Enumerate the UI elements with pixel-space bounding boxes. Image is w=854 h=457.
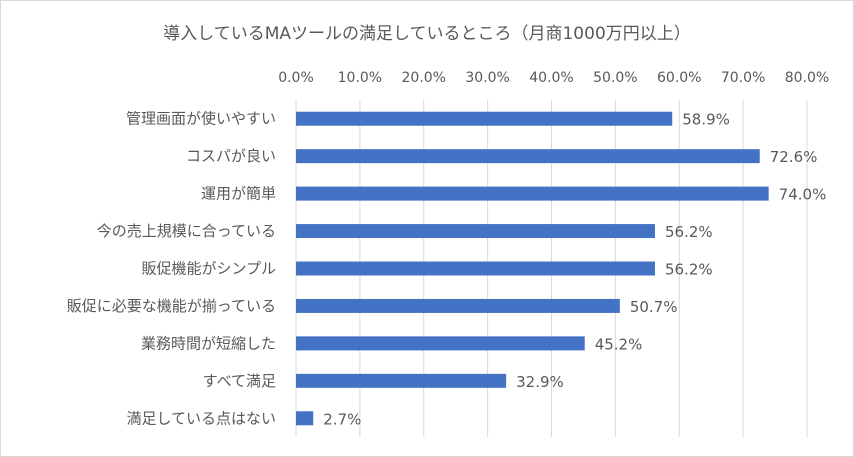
x-tick-label: 30.0%: [465, 70, 509, 86]
category-label: 管理画面が使いやすい: [126, 110, 276, 128]
bar: [296, 298, 620, 313]
category-label: すべて満足: [203, 372, 276, 390]
x-tick-label: 40.0%: [529, 70, 573, 86]
x-tick-label: 10.0%: [338, 70, 382, 86]
x-tick-label: 80.0%: [785, 70, 829, 86]
data-label: 72.6%: [770, 148, 818, 166]
data-label: 45.2%: [595, 335, 643, 353]
category-labels: 管理画面が使いやすいコスパが良い運用が簡単今の売上規模に合っている販促機能がシン…: [67, 110, 276, 428]
category-label: 満足している点はない: [126, 409, 276, 427]
bar: [296, 373, 507, 388]
x-tick-label: 50.0%: [593, 70, 637, 86]
category-label: 業務時間が短縮した: [141, 334, 276, 352]
data-label: 56.2%: [665, 223, 713, 241]
category-label: 販促機能がシンプル: [141, 260, 276, 278]
x-tick-label: 70.0%: [721, 70, 765, 86]
x-axis-ticks: 0.0% 10.0% 20.0% 30.0% 40.0% 50.0% 60.0% 70.0% 8…: [278, 70, 829, 86]
category-label: 運用が簡単: [201, 185, 276, 203]
data-label: 74.0%: [779, 186, 827, 204]
bar: [296, 149, 760, 164]
data-label: 50.7%: [630, 298, 678, 316]
bar: [296, 411, 314, 426]
x-tick-label: 0.0%: [278, 70, 314, 86]
data-label: 32.9%: [516, 373, 564, 391]
bar: [296, 224, 655, 239]
chart-title: 導入しているMAツールの満足しているところ（月商1000万円以上）: [163, 24, 691, 44]
category-label: 販促に必要な機能が揃っている: [67, 297, 276, 315]
x-tick-label: 60.0%: [657, 70, 701, 86]
category-label: コスパが良い: [186, 147, 276, 165]
data-label: 2.7%: [323, 410, 361, 428]
x-tick-label: 20.0%: [402, 70, 446, 86]
bar: [296, 186, 769, 201]
bars: [296, 111, 769, 426]
data-labels: 58.9% 72.6% 74.0% 56.2% 56.2% 50.7% 45.2% 32.9%…: [323, 111, 826, 429]
bar: [296, 111, 673, 126]
category-label: 今の売上規模に合っている: [97, 222, 276, 240]
bar: [296, 261, 655, 276]
data-label: 56.2%: [665, 261, 713, 279]
bar: [296, 336, 585, 351]
data-label: 58.9%: [682, 111, 730, 129]
